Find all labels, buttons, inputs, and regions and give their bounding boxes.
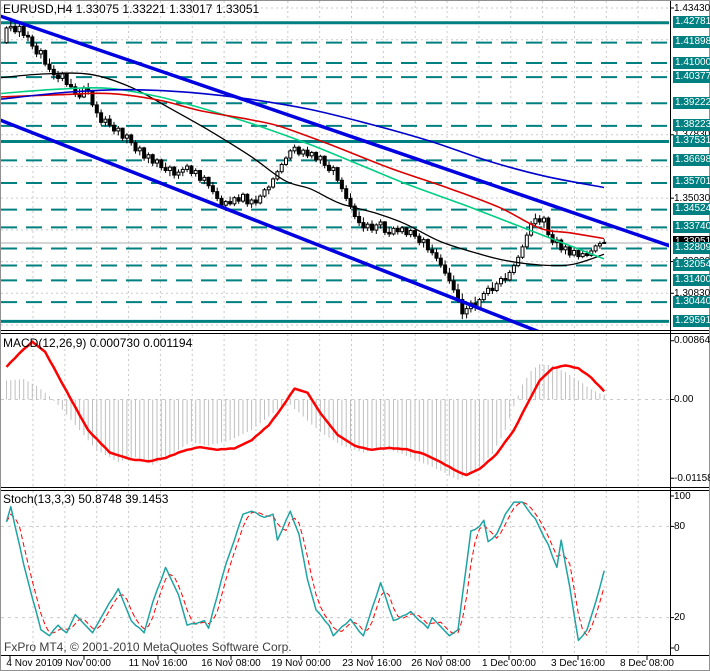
candlestick-series[interactable] xyxy=(4,17,607,320)
level-price-badge: 1.36698 xyxy=(673,154,710,166)
level-price-badge: 1.31400 xyxy=(673,274,710,286)
ma-blue xyxy=(1,88,605,189)
macd-tick-label: 0.00864 xyxy=(674,335,710,346)
level-price-badge: 1.39222 xyxy=(673,97,710,109)
price-tick-label: 1.35030 xyxy=(674,193,710,204)
level-price-badge: 1.32809 xyxy=(673,242,710,254)
price-tick-label: 1.30830 xyxy=(674,288,710,299)
level-price-badge: 1.33740 xyxy=(673,221,710,233)
stoch-tick-label: 80 xyxy=(674,521,686,532)
macd-pane[interactable] xyxy=(1,340,669,480)
time-tick-label: 8 Dec 08:00 xyxy=(620,658,674,669)
time-tick-label: 3 Dec 16:00 xyxy=(551,658,605,669)
level-price-badge: 1.30440 xyxy=(673,296,710,308)
stoch-tick-label: 0 xyxy=(674,643,680,654)
level-price-badge: 1.29591 xyxy=(673,315,710,327)
level-price-badge: 1.40377 xyxy=(673,71,710,83)
stoch-tick-label: 100 xyxy=(674,491,691,502)
time-tick-label: 26 Nov 08:00 xyxy=(411,658,471,669)
level-price-badge: 1.32054 xyxy=(673,259,710,271)
level-price-badge: 1.41000 xyxy=(673,57,710,69)
channel-line-lower[interactable] xyxy=(0,118,560,340)
level-price-badge: 1.38223 xyxy=(673,119,710,131)
trend-channel xyxy=(0,14,670,340)
time-tick-label: 1 Dec 00:00 xyxy=(482,658,536,669)
time-tick-label: 9 Nov 00:00 xyxy=(57,658,111,669)
time-tick-label: 11 Nov 16:00 xyxy=(128,658,188,669)
time-tick-label: 4 Nov 2010 xyxy=(6,658,58,669)
time-tick-label: 16 Nov 08:00 xyxy=(201,658,261,669)
level-price-badge: 1.41898 xyxy=(673,36,710,48)
stoch-tick-label: 20 xyxy=(674,612,686,623)
axis-ticks xyxy=(9,7,674,660)
level-price-badge: 1.35701 xyxy=(673,176,710,188)
macd-signal-line xyxy=(5,340,606,477)
macd-tick-label: 0.00 xyxy=(674,394,694,405)
price-tick-label: 1.43430 xyxy=(674,3,710,14)
stochastic-pane[interactable] xyxy=(1,501,669,642)
ma-black xyxy=(1,72,605,267)
stoch-main-line xyxy=(5,501,605,642)
stoch-signal-line xyxy=(6,501,605,637)
level-price-badge: 1.34524 xyxy=(673,203,710,215)
time-tick-label: 23 Nov 16:00 xyxy=(342,658,402,669)
price-tick-label: 1.37830 xyxy=(674,128,710,141)
time-tick-label: 19 Nov 00:00 xyxy=(271,658,331,669)
level-price-badge: 1.42781 xyxy=(673,16,710,28)
macd-tick-label: -0.01158 xyxy=(674,473,710,484)
moving-averages xyxy=(1,72,605,267)
ma-green xyxy=(1,87,605,260)
ma-red xyxy=(1,92,605,240)
level-price-badge: 1.37531 xyxy=(673,135,710,147)
channel-line-upper[interactable] xyxy=(0,14,670,248)
